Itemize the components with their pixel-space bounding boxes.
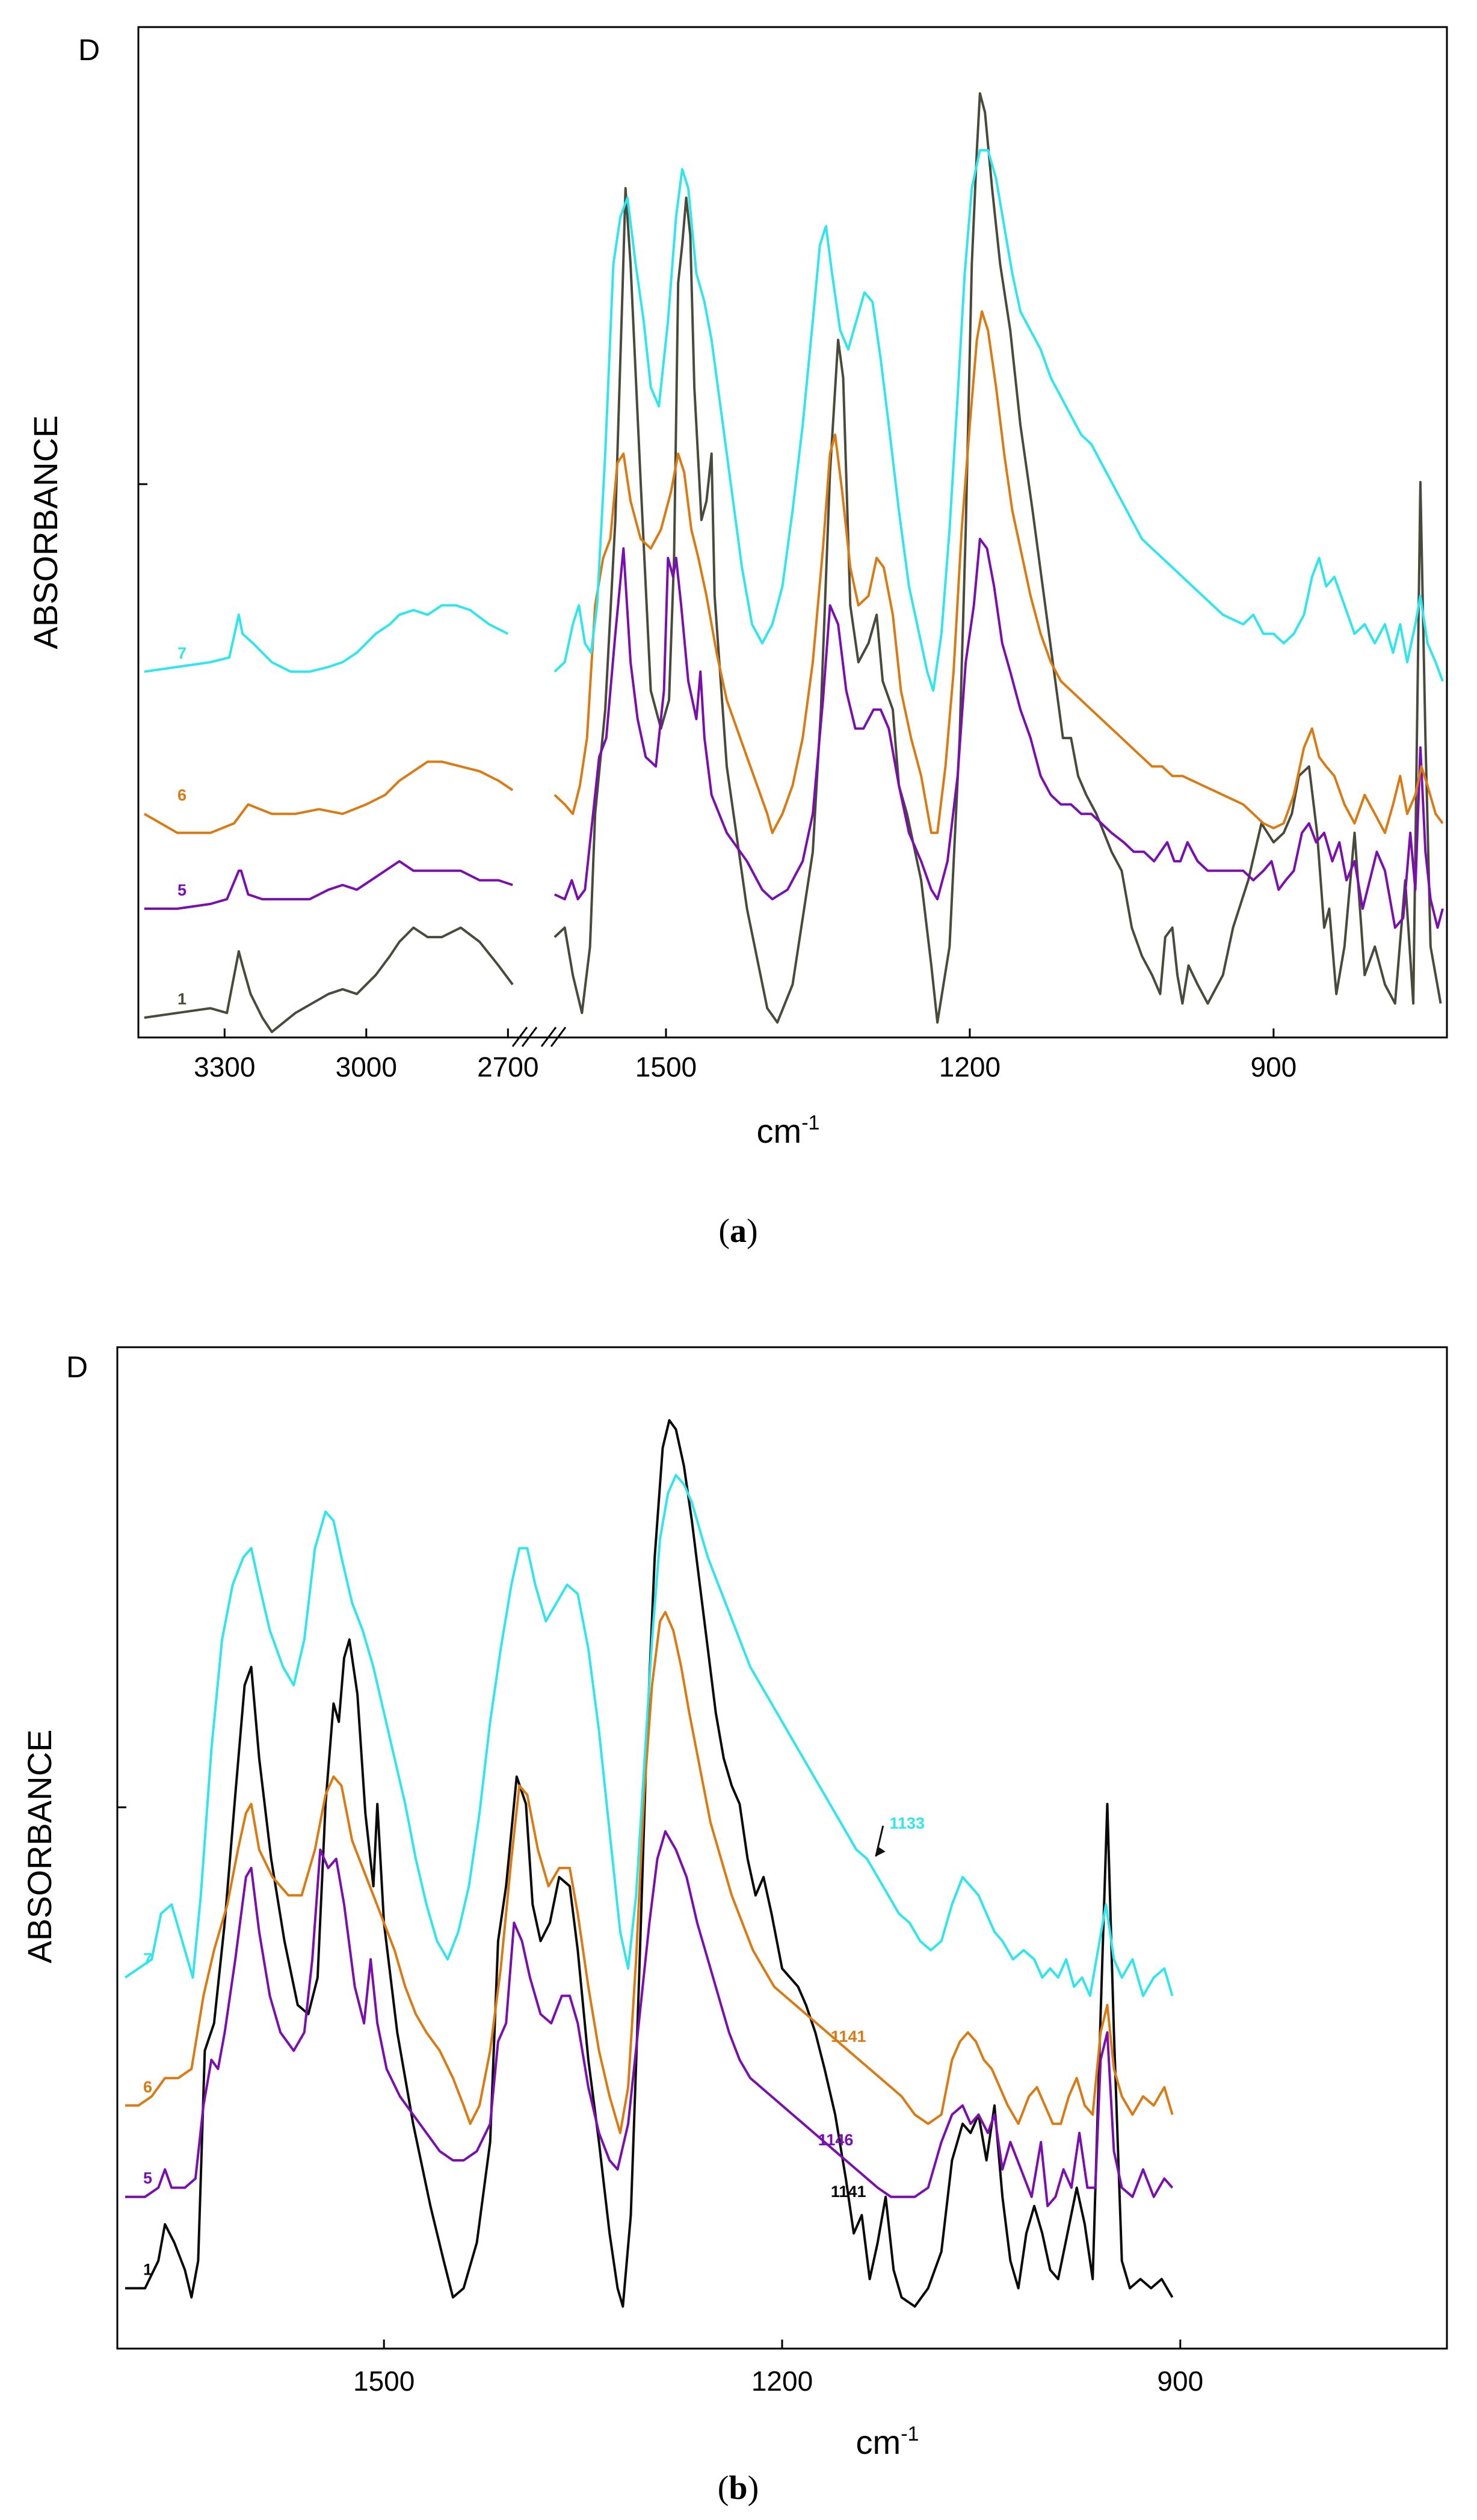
- series-group-b: [124, 1419, 1174, 2308]
- peak-label-6: 1141: [831, 2027, 866, 2045]
- peak-arrow-head: [875, 1846, 886, 1857]
- series-label-5: 5: [177, 881, 187, 899]
- axis-break-mark-right: [521, 1027, 538, 1047]
- series-7-line-right: [553, 149, 1444, 692]
- series-7-line: [124, 1474, 1174, 1997]
- series-5-line-right: [553, 538, 1444, 929]
- series-7-line-left: [144, 604, 509, 673]
- panel-label-a: (a): [718, 1212, 757, 1250]
- x-axis-ticks-b: 1500 1200 900: [117, 1806, 1203, 2397]
- x-axis-ticks-a: 3300 3000 2700 1500 1200 900: [138, 483, 1297, 1083]
- series-5-line-left: [144, 860, 513, 910]
- series-1-line-left: [144, 926, 514, 1033]
- x-tick-label: 1500: [635, 1051, 697, 1083]
- x-tick-label: 1200: [939, 1051, 1001, 1083]
- series-label-1: 1: [143, 2261, 152, 2279]
- series-label-6: 6: [177, 786, 187, 804]
- corner-label-a: D: [78, 33, 100, 67]
- y-axis-title-a: ABSORBANCE: [26, 416, 64, 650]
- series-label-5: 5: [143, 2169, 152, 2187]
- series-1-line: [125, 1419, 1174, 2308]
- x-tick-label: 900: [1250, 1051, 1297, 1083]
- plot-frame-a: [137, 26, 1448, 1039]
- peak-label-5: 1146: [818, 2131, 854, 2149]
- peak-label-1: 1141: [831, 2183, 866, 2201]
- series-6-line: [125, 1611, 1174, 2134]
- x-tick-label: 1200: [751, 2365, 813, 2397]
- series-6-line-left: [143, 760, 514, 834]
- series-5-line: [125, 1830, 1174, 2207]
- peak-label-7: 1133: [890, 1815, 925, 1833]
- x-axis-title-a: cm-1: [757, 1111, 820, 1150]
- corner-label-b: D: [66, 1350, 88, 1384]
- x-axis-title-b: cm-1: [856, 2423, 919, 2461]
- series-label-7: 7: [143, 1950, 152, 1968]
- axis-break: [511, 1027, 567, 1047]
- peak-annotations-b: 1141 1133 1141 1146: [818, 1815, 925, 2201]
- axis-break-mark-2-left: [540, 1027, 557, 1047]
- series-1-line-right: [553, 92, 1442, 1024]
- peak-arrow: [875, 1825, 884, 1857]
- panel-label-b: (b): [718, 2469, 759, 2507]
- series-group-a: [143, 92, 1444, 1033]
- x-tick-label: 2700: [477, 1051, 538, 1083]
- series-label-6: 6: [143, 2078, 152, 2096]
- axis-break-mark-left: [511, 1027, 528, 1047]
- x-tick-label: 3300: [194, 1051, 255, 1083]
- series-6-line-right: [553, 310, 1444, 834]
- y-axis-title-b: ABSORBANCE: [20, 1730, 58, 1964]
- x-tick-label: 900: [1157, 2365, 1203, 2397]
- plot-frame-b: [116, 1346, 1448, 2350]
- x-tick-label: 3000: [336, 1051, 397, 1083]
- series-label-1: 1: [177, 990, 187, 1008]
- series-label-7: 7: [177, 644, 187, 662]
- panel-a: D ABSORBANCE cm-1 3300 3000 2700 1500 1200 90…: [26, 26, 1448, 1250]
- axis-break-mark-2-right: [550, 1027, 567, 1047]
- x-tick-label: 1500: [353, 2365, 415, 2397]
